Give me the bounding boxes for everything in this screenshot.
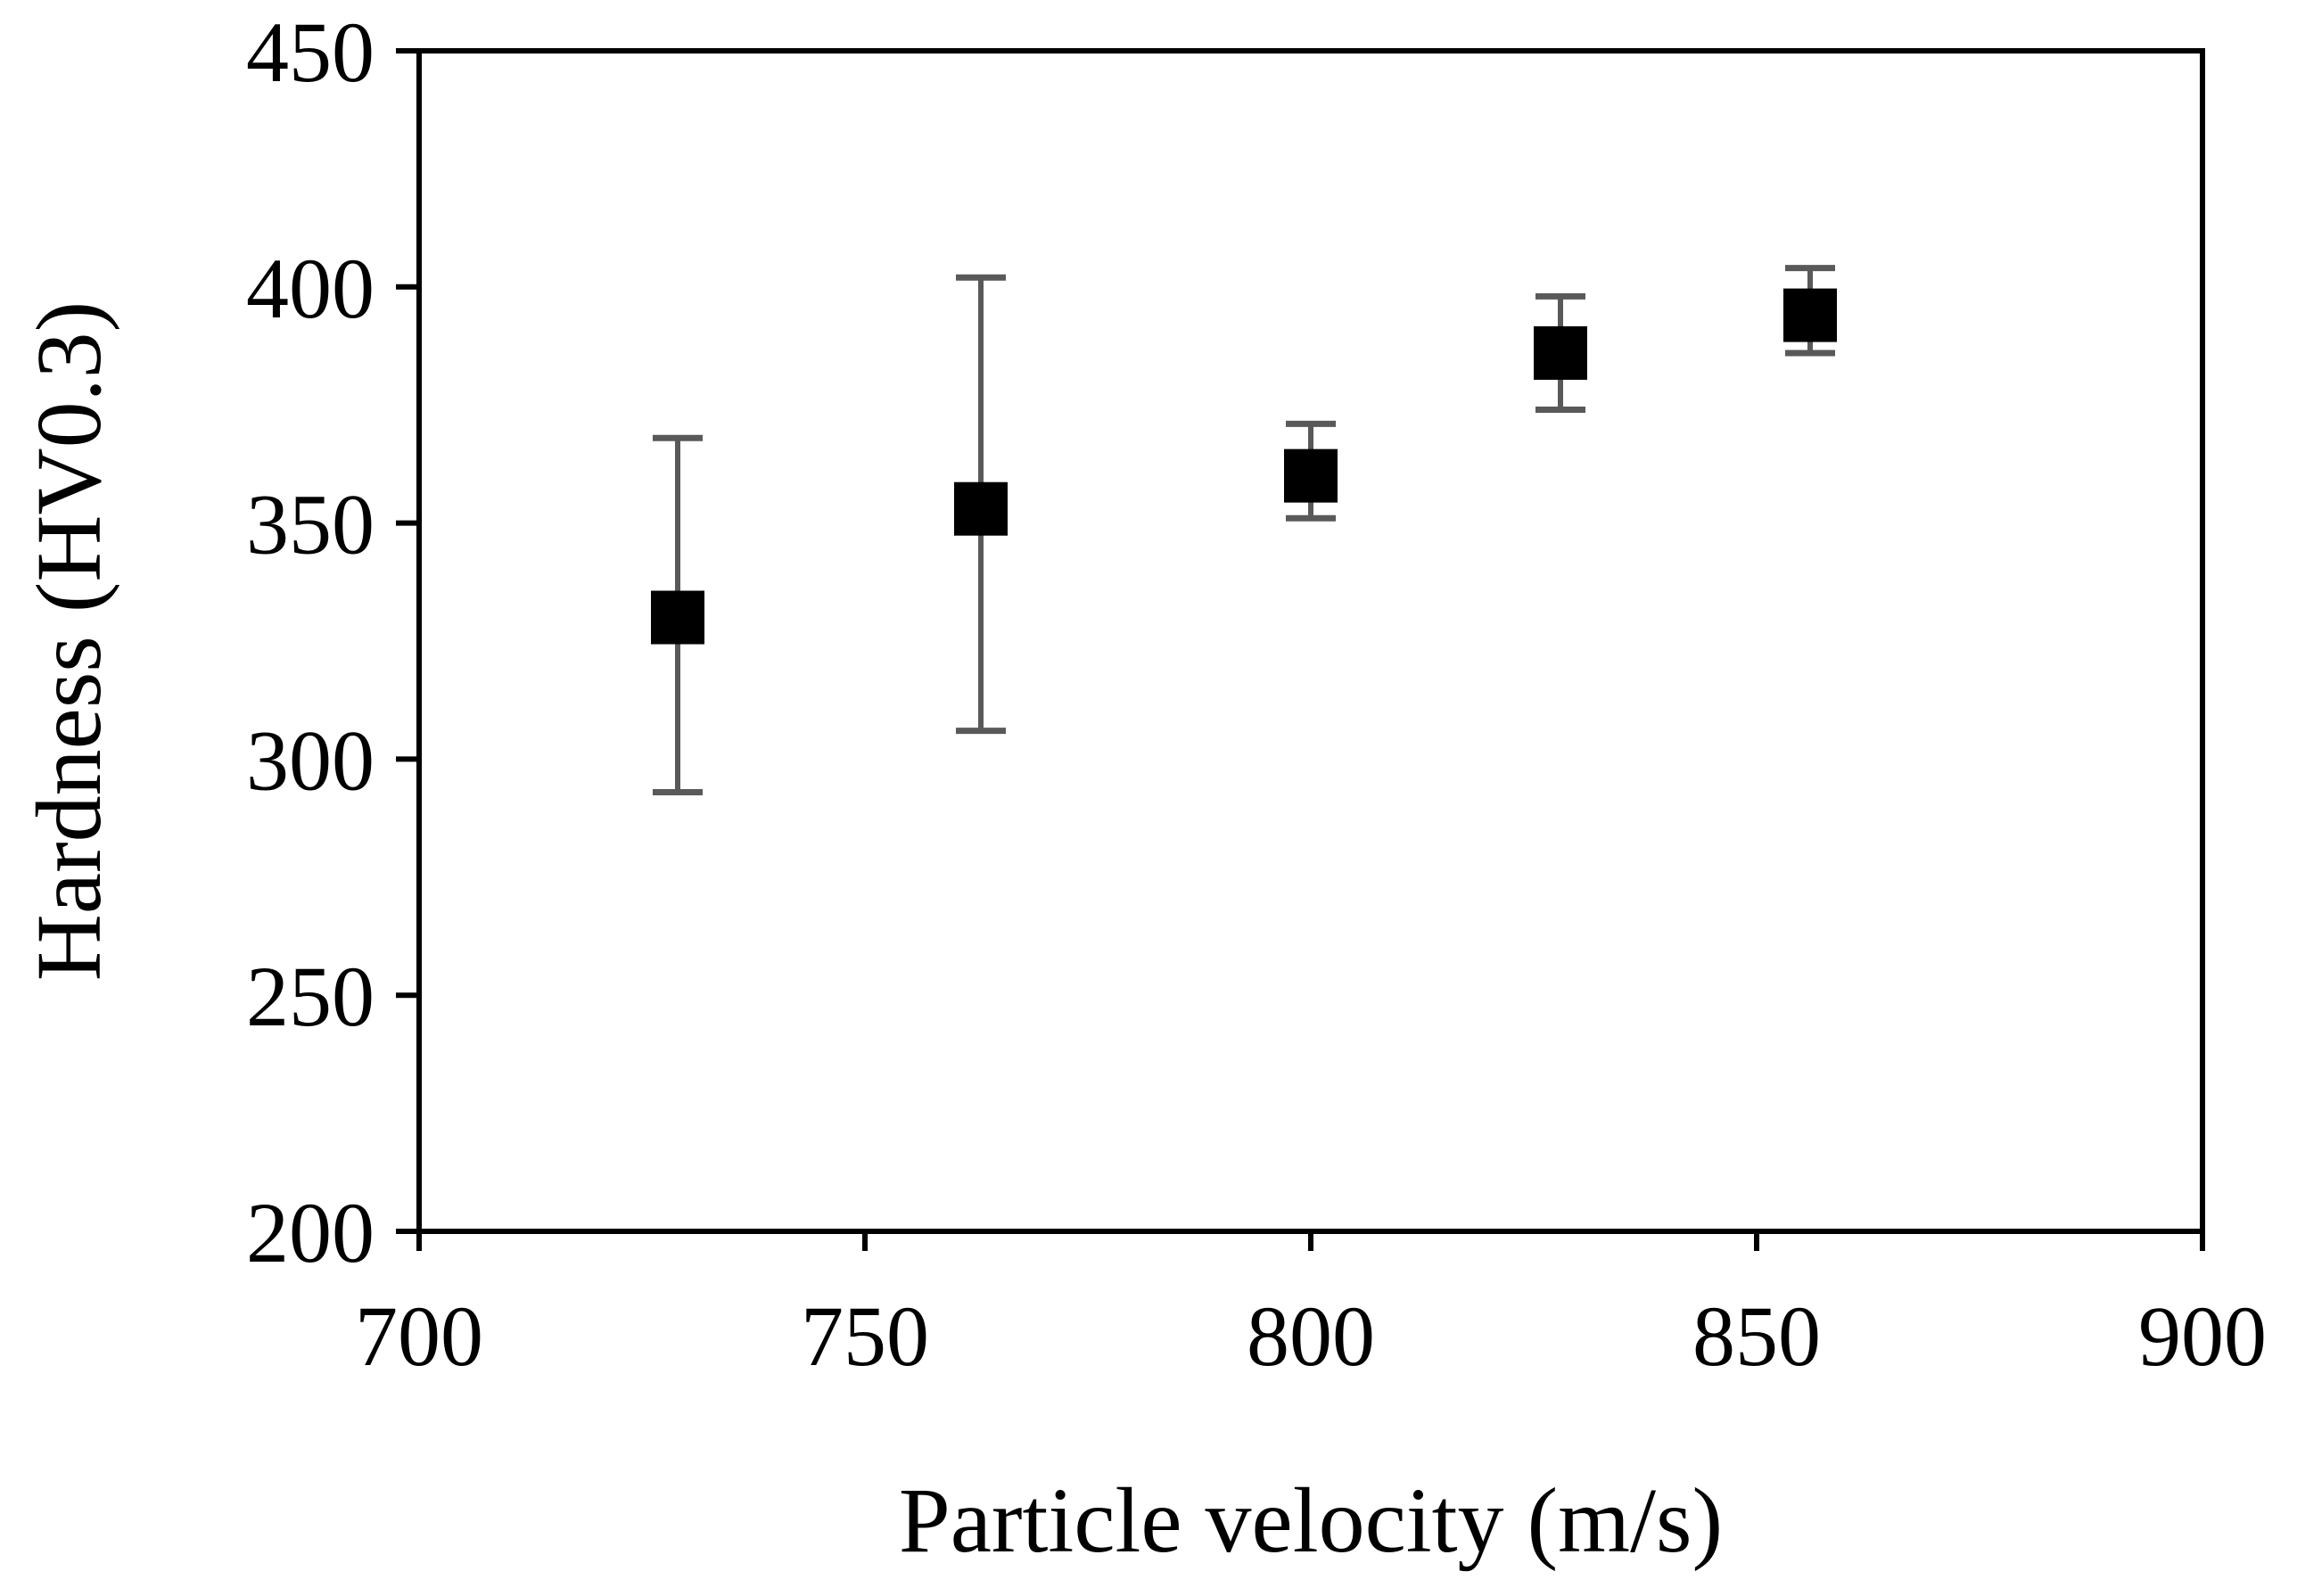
data-markers xyxy=(651,288,1837,645)
x-axis: 700 750 800 850 900 xyxy=(355,1231,2267,1384)
data-point-square xyxy=(954,481,1008,536)
y-tick-label: 300 xyxy=(246,712,375,808)
x-axis-title: Particle velocity (m/s) xyxy=(899,1469,1723,1572)
y-tick-label: 400 xyxy=(246,241,375,336)
y-tick-label: 200 xyxy=(246,1185,375,1280)
x-tick-label: 900 xyxy=(2138,1288,2267,1384)
x-tick-label: 800 xyxy=(1247,1288,1375,1384)
data-point-square xyxy=(1534,325,1587,380)
data-point-square xyxy=(651,590,704,645)
y-axis-title: Hardness (HV0.3) xyxy=(18,301,120,981)
x-tick-label: 850 xyxy=(1692,1288,1821,1384)
x-tick-label: 750 xyxy=(801,1288,929,1384)
data-point-square xyxy=(1783,288,1837,342)
data-point-square xyxy=(1284,448,1338,503)
error-bars xyxy=(653,265,1835,795)
y-tick-label: 250 xyxy=(246,949,375,1044)
y-axis: 200 250 300 350 400 450 xyxy=(246,4,419,1280)
x-tick-label: 700 xyxy=(355,1288,483,1384)
y-tick-label: 450 xyxy=(246,4,375,100)
y-tick-label: 350 xyxy=(246,477,375,572)
